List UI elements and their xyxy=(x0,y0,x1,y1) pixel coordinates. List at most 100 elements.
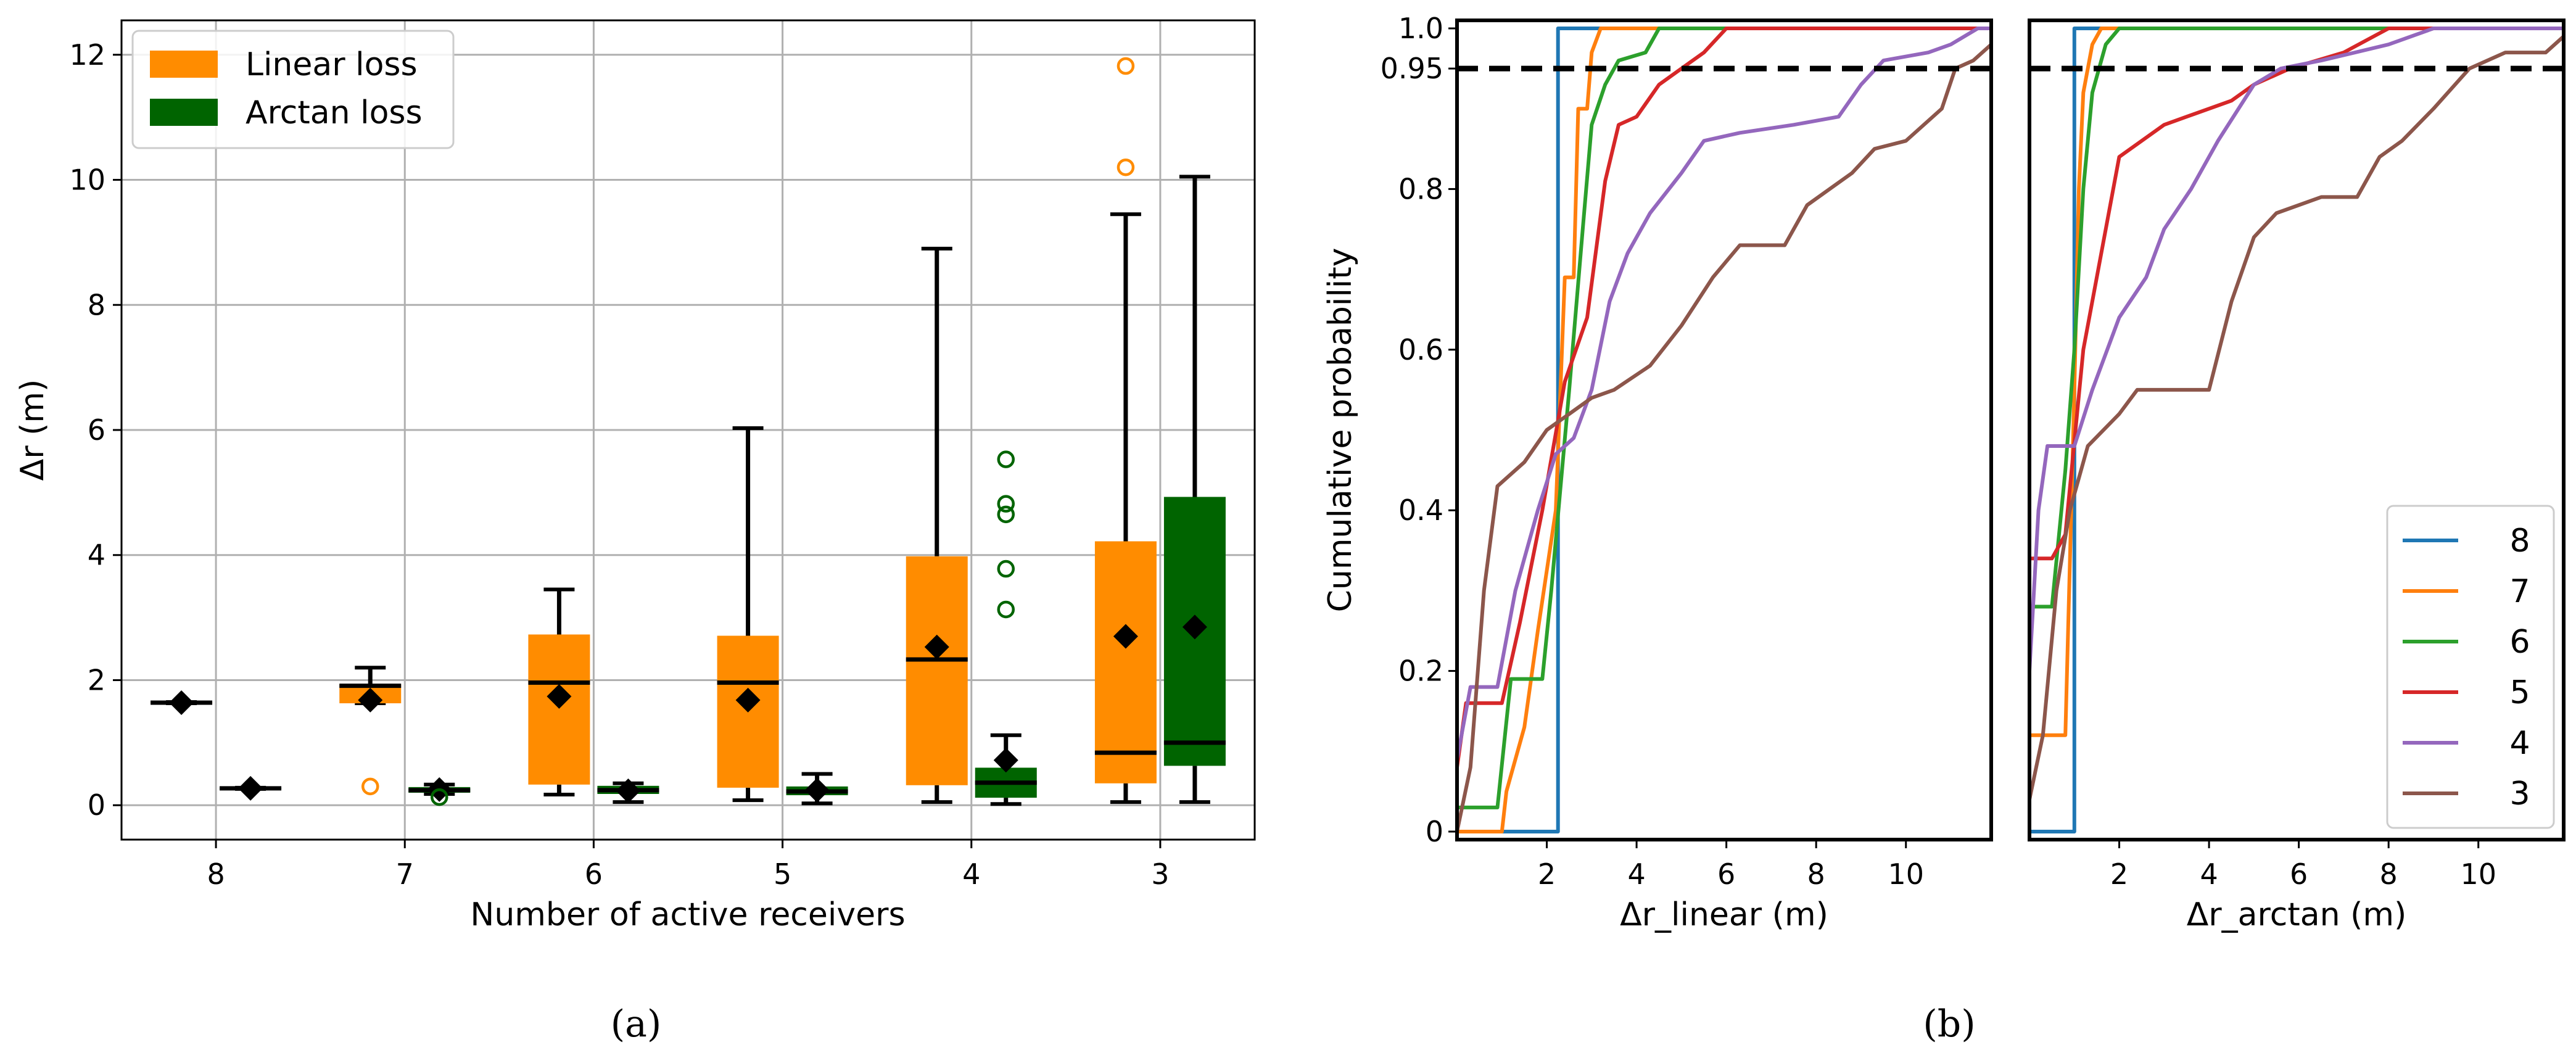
panel-b-legend: 8 7 6 5 4 3 xyxy=(2386,505,2555,829)
flier-point xyxy=(997,560,1015,578)
legend-label-linear: Linear loss xyxy=(246,46,418,83)
x-tick-label: 7 xyxy=(396,858,414,891)
box-linear-7 xyxy=(339,666,402,796)
y-tick-label: 0.6 xyxy=(1398,333,1443,366)
x-tick-label: 3 xyxy=(1151,858,1169,891)
panel-a-legend: Linear loss Arctan loss xyxy=(131,30,455,149)
cdf-line-8 xyxy=(1457,27,1991,833)
x-tick-label: 6 xyxy=(2290,858,2308,891)
y-tick-label: 10 xyxy=(69,163,105,197)
panel-a-boxplot: 0 2 4 6 8 10 12 8 7 6 5 4 3 Number of active receiv… xyxy=(14,19,1256,1046)
x-tick-label: 5 xyxy=(774,858,791,891)
panel-b-arctan-x-label: Δr_arctan (m) xyxy=(2187,896,2407,933)
mean-marker xyxy=(1182,614,1207,640)
panel-b-arctan-frame xyxy=(2028,19,2566,841)
y-tick-label: 1.0 xyxy=(1398,12,1443,45)
legend-label-3: 3 xyxy=(2509,775,2530,812)
panel-a-y-ticks: 0 2 4 6 8 10 12 xyxy=(69,38,122,822)
x-tick-label: 10 xyxy=(2460,858,2496,891)
panel-a-x-ticks: 8 7 6 5 4 3 xyxy=(207,840,1170,891)
legend-label-7: 7 xyxy=(2509,573,2530,610)
box-arctan-7 xyxy=(408,777,471,806)
mean-marker xyxy=(616,778,641,803)
x-tick-label: 2 xyxy=(2110,858,2128,891)
x-tick-label: 4 xyxy=(962,858,980,891)
flier-point xyxy=(431,788,448,806)
legend-swatch-arctan xyxy=(150,99,218,126)
y-tick-label: 2 xyxy=(88,663,105,696)
mean-marker xyxy=(993,748,1018,773)
cdf-line-7 xyxy=(1457,27,1991,833)
cdf-line-4 xyxy=(1455,27,1991,760)
y-tick-label: 0.95 xyxy=(1381,52,1443,85)
flier-point xyxy=(361,777,379,796)
panel-a-y-label: Δr (m) xyxy=(14,379,51,481)
y-tick-label: 0.4 xyxy=(1398,494,1443,527)
cdf-line-5 xyxy=(2029,27,2564,561)
y-tick-label: 12 xyxy=(69,38,105,72)
box-linear-6 xyxy=(528,587,590,797)
cdf-line-7 xyxy=(2029,27,2564,737)
box-linear-4 xyxy=(906,247,968,804)
panel-b-legend-frame xyxy=(2386,505,2555,829)
panel-b-y-label: Cumulative probability xyxy=(1322,248,1359,613)
box-iqr xyxy=(1094,541,1157,783)
cdf-line-4 xyxy=(2028,27,2564,671)
panel-a-x-label: Number of active receivers xyxy=(470,896,905,933)
box-arctan-5 xyxy=(786,772,848,806)
caption-b: (b) xyxy=(1923,1002,1975,1046)
x-tick-label: 8 xyxy=(1807,858,1825,891)
panel-b-linear-lines xyxy=(1455,27,1992,833)
y-tick-label: 6 xyxy=(88,413,105,447)
panel-a-boxes xyxy=(151,57,1226,806)
mean-marker xyxy=(547,684,572,709)
box-arctan-4 xyxy=(975,450,1037,806)
box-arctan-8 xyxy=(220,775,282,801)
box-iqr xyxy=(906,556,968,785)
x-tick-label: 4 xyxy=(1627,858,1645,891)
cdf-line-5 xyxy=(1455,27,1991,768)
box-iqr xyxy=(528,634,590,785)
flier-point xyxy=(997,450,1015,468)
caption-a: (a) xyxy=(611,1002,662,1046)
mean-marker xyxy=(238,775,263,801)
flier-point xyxy=(997,600,1015,619)
mean-marker xyxy=(924,634,949,659)
y-tick-label: 0.2 xyxy=(1398,655,1443,688)
y-tick-label: 0 xyxy=(88,788,105,822)
legend-swatch-linear xyxy=(150,51,218,78)
x-tick-label: 8 xyxy=(2380,858,2398,891)
panel-b-linear-x-ticks: 2 4 6 8 10 xyxy=(1538,840,1924,891)
legend-label-8: 8 xyxy=(2509,523,2530,560)
box-linear-5 xyxy=(717,426,779,803)
x-tick-label: 2 xyxy=(1538,858,1556,891)
panel-b-y-ticks: 0 0.2 0.4 0.6 0.8 0.95 1.0 xyxy=(1381,12,1457,848)
mean-marker xyxy=(1113,624,1138,649)
box-linear-8 xyxy=(151,690,213,715)
y-tick-label: 0.8 xyxy=(1398,172,1443,205)
x-tick-label: 6 xyxy=(1717,858,1735,891)
panel-b-arctan-lines xyxy=(2028,27,2566,833)
flier-point xyxy=(1117,158,1135,176)
panel-b-linear-frame xyxy=(1455,19,1993,841)
mean-marker xyxy=(358,687,383,713)
cdf-line-6 xyxy=(2029,27,2564,609)
flier-point xyxy=(1117,57,1135,75)
y-tick-label: 0 xyxy=(1426,815,1443,848)
y-tick-label: 8 xyxy=(88,288,105,321)
x-tick-label: 4 xyxy=(2200,858,2218,891)
panel-b-arctan-x-ticks: 2 4 6 8 10 xyxy=(2110,840,2496,891)
x-tick-label: 10 xyxy=(1888,858,1924,891)
panel-a-grid xyxy=(122,20,1255,840)
x-tick-label: 6 xyxy=(585,858,603,891)
cdf-line-6 xyxy=(1457,27,1991,809)
flier-point xyxy=(997,505,1015,524)
mean-marker xyxy=(804,777,830,803)
legend-label-arctan: Arctan loss xyxy=(246,94,423,131)
legend-label-4: 4 xyxy=(2509,725,2530,762)
y-tick-label: 4 xyxy=(88,539,105,572)
cdf-line-3 xyxy=(2028,35,2566,800)
box-arctan-6 xyxy=(597,778,659,804)
mean-marker xyxy=(169,690,194,715)
